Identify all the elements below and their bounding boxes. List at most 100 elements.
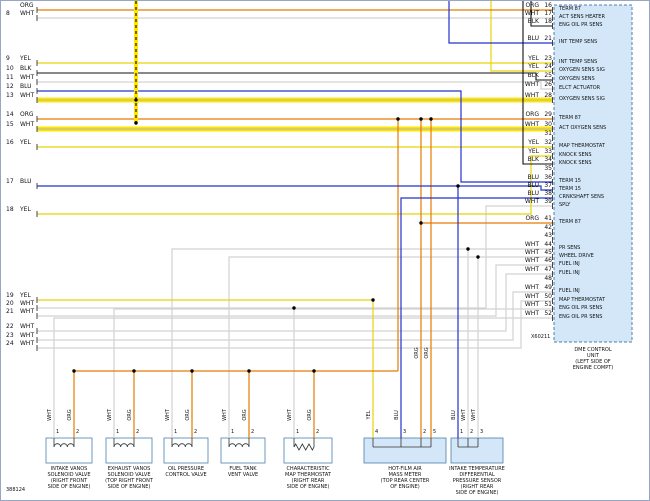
dme-pin-number: 18 [544,18,552,25]
left-pin-wire-color: WHT [20,308,35,315]
component-pin-number: 3 [480,429,484,435]
left-pin-wire-color: ORG [20,2,34,9]
left-pin-number: 24 [6,340,14,347]
component-pin-number: 3 [403,429,407,435]
wire-wht [37,300,553,349]
wire-wht [171,248,553,438]
dme-pin-wire-color: BLK [527,156,539,163]
component-box-fuel-tank-vent-valve [220,437,266,464]
component-caption-line: SIDE OF ENGINE) [286,484,330,490]
component-pin-wire-color: ORG [414,347,420,359]
component-caption-line: (RIGHT REAR [291,478,325,484]
junction-dot [134,98,138,102]
component-pin-number: 1 [296,429,300,435]
junction-dot [312,369,316,373]
component-box-oil-pressure-control-valve [163,437,209,464]
component-box-intake-vanos-solenoid-valve [45,437,93,464]
component-pin-number: 2 [136,429,140,435]
component-caption-line: EXHAUST VANOS [107,466,151,472]
junction-dot [429,117,433,121]
component-pin-number: 1 [231,429,235,435]
component-pin-wire-color: WHT [107,409,113,421]
component-caption-hot-film-air-mass-meter: HOT-FILM AIR MASS METER (TOP REAR CENTER OF… [360,466,450,490]
dme-caption-line: DME CONTROL [574,347,612,353]
dme-pin-function-label: OXYGEN SENS SIG [559,96,605,102]
dme-pin-number: 35 [544,165,552,172]
dme-pin-wire-color: WHT [524,198,539,205]
wire-blk [37,72,553,81]
junction-dot [247,369,251,373]
dme-pin-function-label: MAP THERMOSTAT [559,297,605,303]
junction-dot [419,221,423,225]
left-pin-number: 15 [6,121,14,128]
dme-pin-number: 30 [544,121,552,128]
left-pin-wire-color: YEL [20,206,31,213]
dme-pin-number: 32 [544,139,552,146]
dme-pin-function-label: FUEL INJ [559,288,580,294]
dme-pin-wire-color: YEL [528,139,539,146]
component-pin-wire-color: ORG [185,409,191,421]
component-pin-number: 1 [460,429,464,435]
component-pin-wire-color: BLU [451,410,457,420]
component-pin-wire-color: WHT [471,409,477,421]
left-pin-wire-color: YEL [20,292,31,299]
dme-pin-number: 46 [544,257,552,264]
wire-wht [37,264,553,317]
component-caption-line: CONTROL VALVE [165,472,207,478]
component-caption-characteristic-map-thermostat: CHARACTERISTIC MAP THERMOSTAT (RIGHT REAR S… [263,466,353,490]
dme-pin-number: 49 [544,284,552,291]
component-caption-line: PRESSURE SENSOR [452,478,502,484]
dme-pin-function-label: ELCT ACTUATOR [559,85,601,91]
left-pin-number: 16 [6,139,14,146]
component-caption-line: (RIGHT FRONT [50,478,88,484]
dme-caption: DME CONTROL UNIT (LEFT SIDE OF ENGINE COMPT… [554,347,632,371]
dme-control-unit-box [553,4,633,343]
dme-pin-number: 17 [544,10,552,17]
dme-pin-number: 38 [544,190,552,197]
component-box-hot-film-air-mass-meter [363,437,447,464]
wire-yel [490,1,553,72]
dme-pin-wire-color: WHT [524,266,539,273]
dme-pin-function-label: SPLY [559,202,571,208]
dme-pin-wire-color: WHT [524,257,539,264]
component-pin-number: 2 [194,429,198,435]
component-pin-number: 2 [251,429,255,435]
dme-pin-number: 44 [544,241,552,248]
dme-pin-wire-color: WHT [524,92,539,99]
component-caption-exhaust-vanos-solenoid-valve: EXHAUST VANOS SOLENOID VALVE (TOP RIGHT FR… [84,466,174,490]
left-pin-number: 23 [6,332,14,339]
component-pin-wire-color: ORG [242,409,248,421]
dme-pin-number: 36 [544,174,552,181]
component-pin-wire-color: WHT [47,409,53,421]
dme-pin-function-label: TERM 87 [559,6,581,12]
dme-pin-wire-color: YEL [528,55,539,62]
component-pin-wire-color: YEL [366,410,372,420]
left-pin-number: 12 [6,83,14,90]
component-caption-intake-vanos-solenoid-valve: INTAKE VANOS SOLENOID VALVE (RIGHT FRONT SI… [24,466,114,490]
component-pin-number: 1 [174,429,178,435]
component-caption-line: INTAKE TEMPERATURE [449,466,505,472]
component-pin-number: 1 [116,429,120,435]
component-pin-wire-color: BLU [394,410,400,420]
dme-pin-number: 26 [544,81,552,88]
dme-pin-function-label: ENG OIL PR SENS [559,314,603,320]
component-caption-line: FUEL TANK [229,466,257,472]
component-caption-line: DIFFERENTIAL [459,472,495,478]
dme-pin-wire-color: BLK [527,18,539,25]
junction-dot [476,255,480,259]
left-pin-wire-color: WHT [20,92,35,99]
wire-wht [53,317,553,438]
component-caption-intake-temp-diff-pressure-sensor: INTAKE TEMPERATURE DIFFERENTIAL PRESSURE S… [432,466,522,496]
junction-dot [466,247,470,251]
dme-pin-wire-color: WHT [524,241,539,248]
dme-pin-function-label: KNOCK SENS [559,152,592,158]
left-pin-number: 18 [6,206,14,213]
dme-pin-function-label: TERM 15 [559,186,581,192]
left-pin-wire-color: BLU [20,83,32,90]
component-caption-line: HOT-FILM AIR [388,466,422,472]
dme-pin-function-label: TERM 87 [559,115,581,121]
dme-pin-function-label: WHEEL DRIVE [559,253,594,259]
dme-pin-function-label: FUEL INJ [559,261,580,267]
dme-pin-function-label: PR SENS [559,245,581,251]
wire-yel [37,155,553,215]
